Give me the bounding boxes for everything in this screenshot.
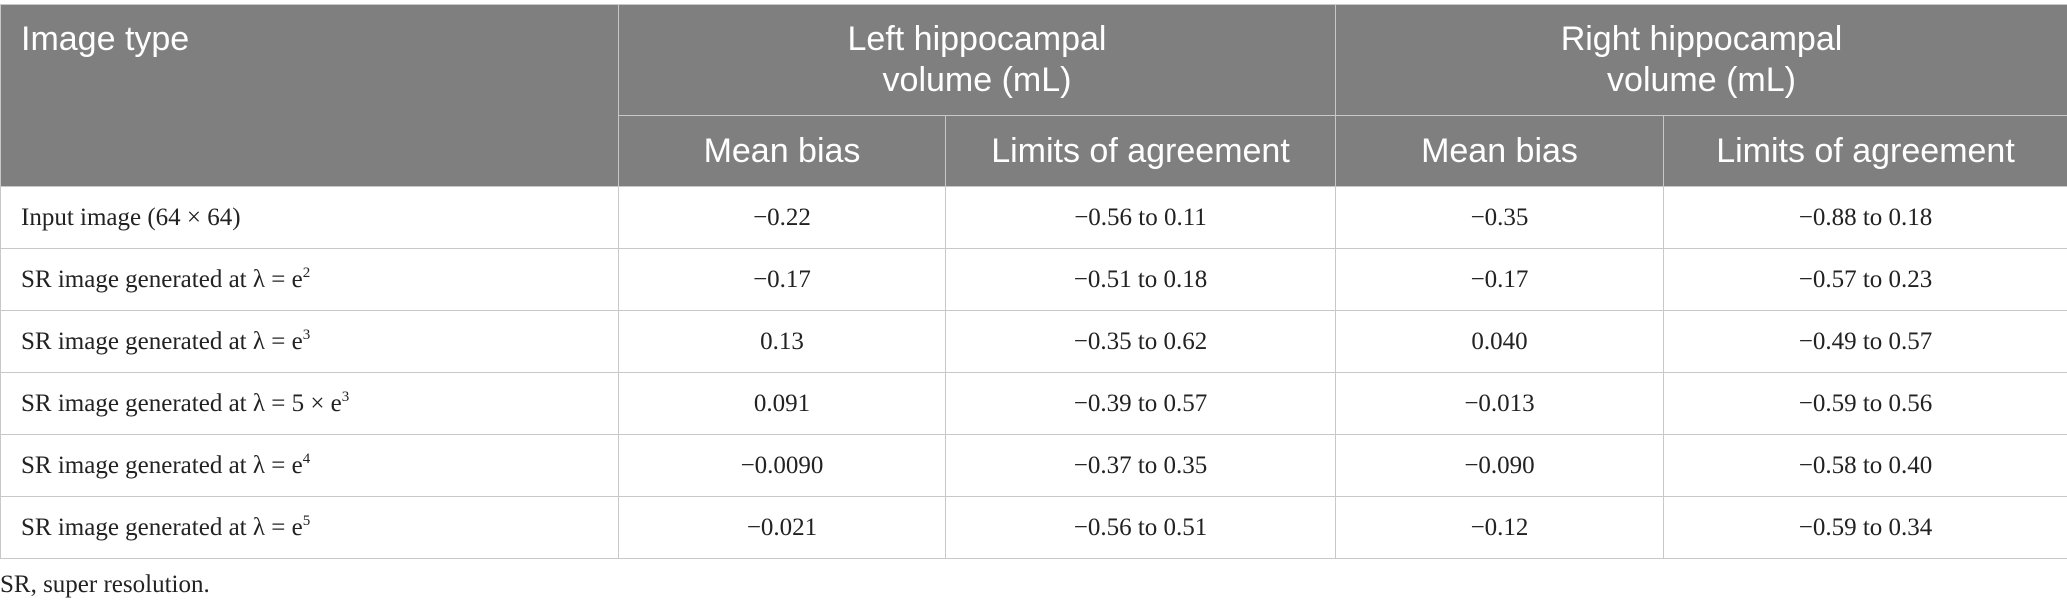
table-row: SR image generated at λ = e3 0.13 −0.35 to… — [0, 310, 2067, 373]
table-cell: −0.0090 — [618, 434, 946, 497]
label-superscript: 2 — [302, 264, 311, 281]
header-row: Image type Left hippocampal volume (mL) … — [0, 4, 2067, 187]
table-cell: 0.040 — [1335, 310, 1664, 373]
subheader-cell: Mean bias — [1335, 115, 1664, 187]
header-text: Left hippocampal volume (mL) — [847, 20, 1107, 99]
label-superscript: 3 — [341, 388, 350, 405]
label-superscript: 3 — [302, 326, 311, 343]
table-cell: −0.49 to 0.57 — [1663, 310, 2067, 373]
header-group: Left hippocampal volume (mL) — [618, 4, 1336, 116]
table-cell: 0.091 — [618, 372, 946, 435]
row-label: SR image generated at λ = 5 × e3 — [0, 372, 619, 435]
table-cell: −0.17 — [1335, 248, 1664, 311]
table-row: SR image generated at λ = e5 −0.021 −0.56 … — [0, 496, 2067, 559]
footnote: SR, super resolution. — [0, 571, 210, 598]
subheader-cell: Limits of agreement — [1663, 115, 2067, 187]
table-body: Input image (64 × 64) −0.22 −0.56 to 0.11−… — [0, 186, 2067, 559]
header-group: Right hippocampal volume (mL) — [1335, 4, 2067, 116]
subheader-cell: Mean bias — [618, 115, 946, 187]
row-label: SR image generated at λ = e5 — [0, 496, 619, 559]
table-cell: −0.12 — [1335, 496, 1664, 559]
table-cell: −0.013 — [1335, 372, 1664, 435]
header-cell: Image type — [0, 4, 619, 187]
table-cell: −0.59 to 0.56 — [1663, 372, 2067, 435]
label-superscript: 4 — [302, 450, 311, 467]
table-cell: −0.021 — [618, 496, 946, 559]
label-text: Input image (64 × 64) — [21, 203, 241, 231]
row-label: Input image (64 × 64) — [0, 186, 619, 249]
table-cell: −0.56 to 0.11 — [945, 186, 1336, 249]
table-row: SR image generated at λ = 5 × e3 0.091 −0.… — [0, 372, 2067, 435]
table-row: Input image (64 × 64) −0.22 −0.56 to 0.11−… — [0, 186, 2067, 249]
label-text: SR image generated at λ = 5 × e — [21, 389, 342, 417]
table-head: Image type Left hippocampal volume (mL) … — [0, 4, 2067, 187]
page: Image type Left hippocampal volume (mL) … — [0, 4, 2067, 607]
table-cell: −0.57 to 0.23 — [1663, 248, 2067, 311]
table-cell: −0.35 to 0.62 — [945, 310, 1336, 373]
subheader-row: Mean bias Limits of agreement Mean bias Lim… — [1, 115, 2067, 187]
label-text: SR image generated at λ = e — [21, 451, 303, 479]
table-cell: −0.090 — [1335, 434, 1664, 497]
header-text: Right hippocampal volume (mL) — [1560, 20, 1843, 99]
table-cell: −0.59 to 0.34 — [1663, 496, 2067, 559]
label-superscript: 5 — [302, 512, 311, 529]
table-row: SR image generated at λ = e2 −0.17 −0.51 t… — [0, 248, 2067, 311]
data-table: Image type Left hippocampal volume (mL) … — [0, 4, 2067, 559]
label-text: SR image generated at λ = e — [21, 513, 303, 541]
table-cell: −0.37 to 0.35 — [945, 434, 1336, 497]
table-cell: 0.13 — [618, 310, 946, 373]
row-label: SR image generated at λ = e2 — [0, 248, 619, 311]
table-row: SR image generated at λ = e4 −0.0090 −0.37… — [0, 434, 2067, 497]
row-label: SR image generated at λ = e3 — [0, 310, 619, 373]
table-cell: −0.56 to 0.51 — [945, 496, 1336, 559]
row-label: SR image generated at λ = e4 — [0, 434, 619, 497]
label-text: SR image generated at λ = e — [21, 265, 303, 293]
table-cell: −0.39 to 0.57 — [945, 372, 1336, 435]
table-cell: −0.58 to 0.40 — [1663, 434, 2067, 497]
subheader-cell: Limits of agreement — [945, 115, 1336, 187]
table-cell: −0.88 to 0.18 — [1663, 186, 2067, 249]
label-text: SR image generated at λ = e — [21, 327, 303, 355]
table-cell: −0.22 — [618, 186, 946, 249]
table-cell: −0.17 — [618, 248, 946, 311]
table-cell: −0.35 — [1335, 186, 1664, 249]
table-cell: −0.51 to 0.18 — [945, 248, 1336, 311]
